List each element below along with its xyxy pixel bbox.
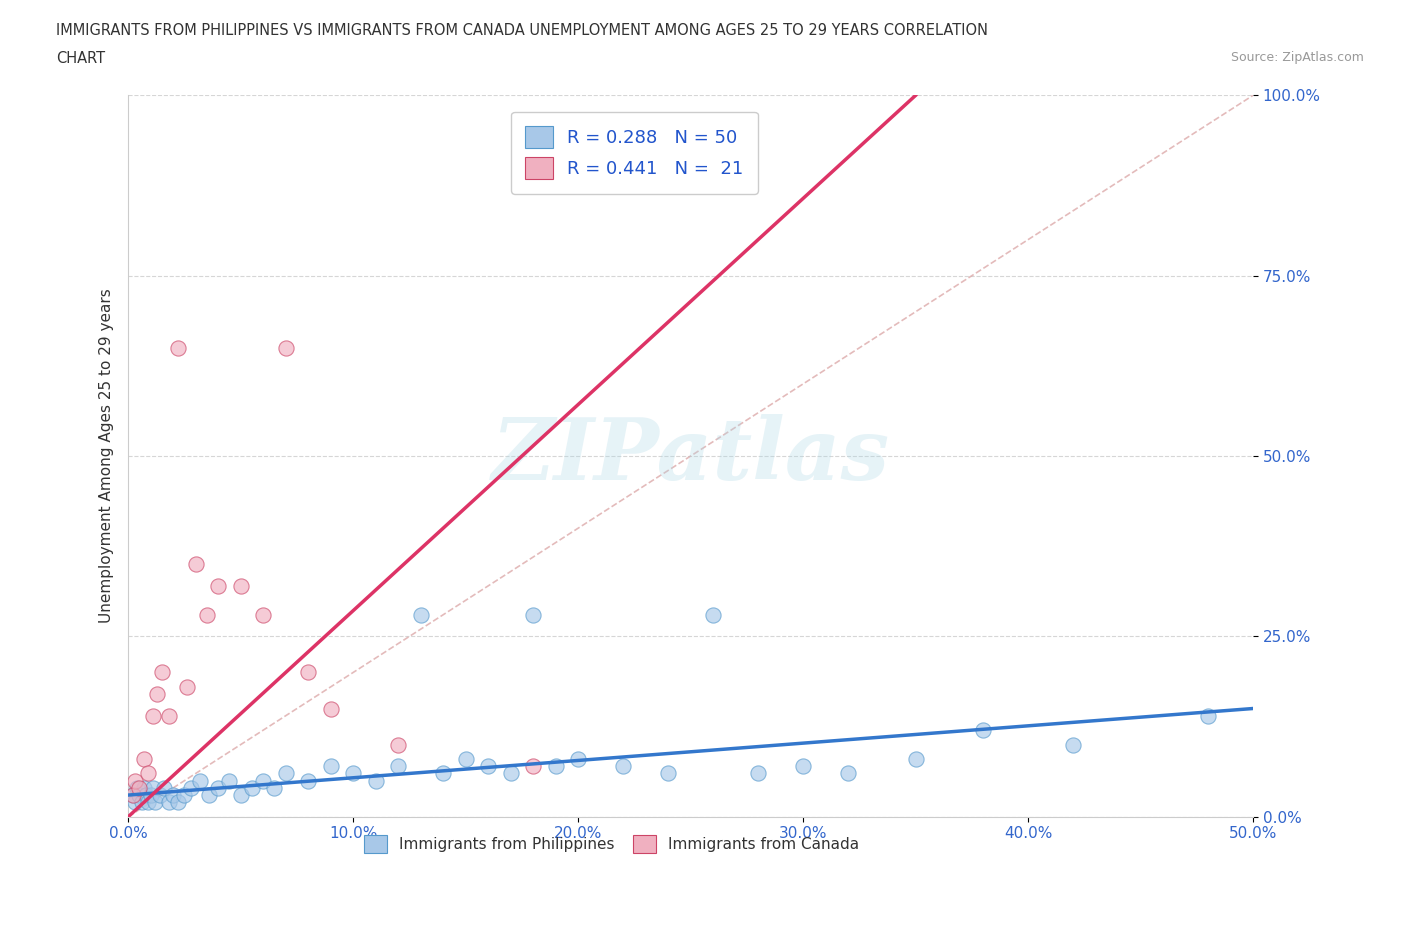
Y-axis label: Unemployment Among Ages 25 to 29 years: Unemployment Among Ages 25 to 29 years [100,288,114,623]
Point [142,780,165,795]
Point [139,788,162,803]
Point [364,773,387,788]
Point [146,686,169,701]
Point [432,766,454,781]
Point [138,795,160,810]
Point [702,607,724,622]
Point [263,780,285,795]
Point [127,780,149,795]
Point [132,780,155,795]
Point [657,766,679,781]
Point [121,788,143,803]
Point [180,780,202,795]
Point [1062,737,1084,752]
Point [319,701,342,716]
Point [297,665,319,680]
Point [195,607,218,622]
Point [972,723,994,737]
Point [252,607,274,622]
Text: CHART: CHART [56,51,105,66]
Point [297,773,319,788]
Point [143,795,166,810]
Point [128,780,150,795]
Point [153,780,176,795]
Text: Source: ZipAtlas.com: Source: ZipAtlas.com [1230,51,1364,64]
Point [121,788,143,803]
Point [138,766,160,781]
Point [173,788,195,803]
Point [218,773,240,788]
Text: IMMIGRANTS FROM PHILIPPINES VS IMMIGRANTS FROM CANADA UNEMPLOYMENT AMONG AGES 25: IMMIGRANTS FROM PHILIPPINES VS IMMIGRANT… [56,23,988,38]
Text: ZIPatlas: ZIPatlas [492,414,890,498]
Point [612,759,634,774]
Point [149,788,172,803]
Point [544,759,567,774]
Point [387,759,409,774]
Point [135,788,157,803]
Point [150,665,173,680]
Point [157,795,180,810]
Point [157,709,180,724]
Point [128,788,150,803]
Point [837,766,859,781]
Point [132,751,155,766]
Point [207,578,229,593]
Point [342,766,364,781]
Point [162,788,184,803]
Point [319,759,342,774]
Point [166,340,188,355]
Point [184,557,207,572]
Point [499,766,522,781]
Point [477,759,499,774]
Point [522,759,544,774]
Point [207,780,229,795]
Point [166,795,188,810]
Point [240,780,263,795]
Point [252,773,274,788]
Point [409,607,432,622]
Point [124,773,146,788]
Point [176,680,198,695]
Point [229,578,252,593]
Point [229,788,252,803]
Point [274,766,297,781]
Point [131,795,153,810]
Point [1197,709,1219,724]
Point [142,709,165,724]
Point [522,607,544,622]
Point [274,340,297,355]
Point [198,788,221,803]
Point [387,737,409,752]
Point [454,751,477,766]
Point [747,766,769,781]
Point [567,751,589,766]
Legend: Immigrants from Philippines, Immigrants from Canada: Immigrants from Philippines, Immigrants … [359,829,866,859]
Point [792,759,814,774]
Point [124,795,146,810]
Point [188,773,211,788]
Point [904,751,927,766]
